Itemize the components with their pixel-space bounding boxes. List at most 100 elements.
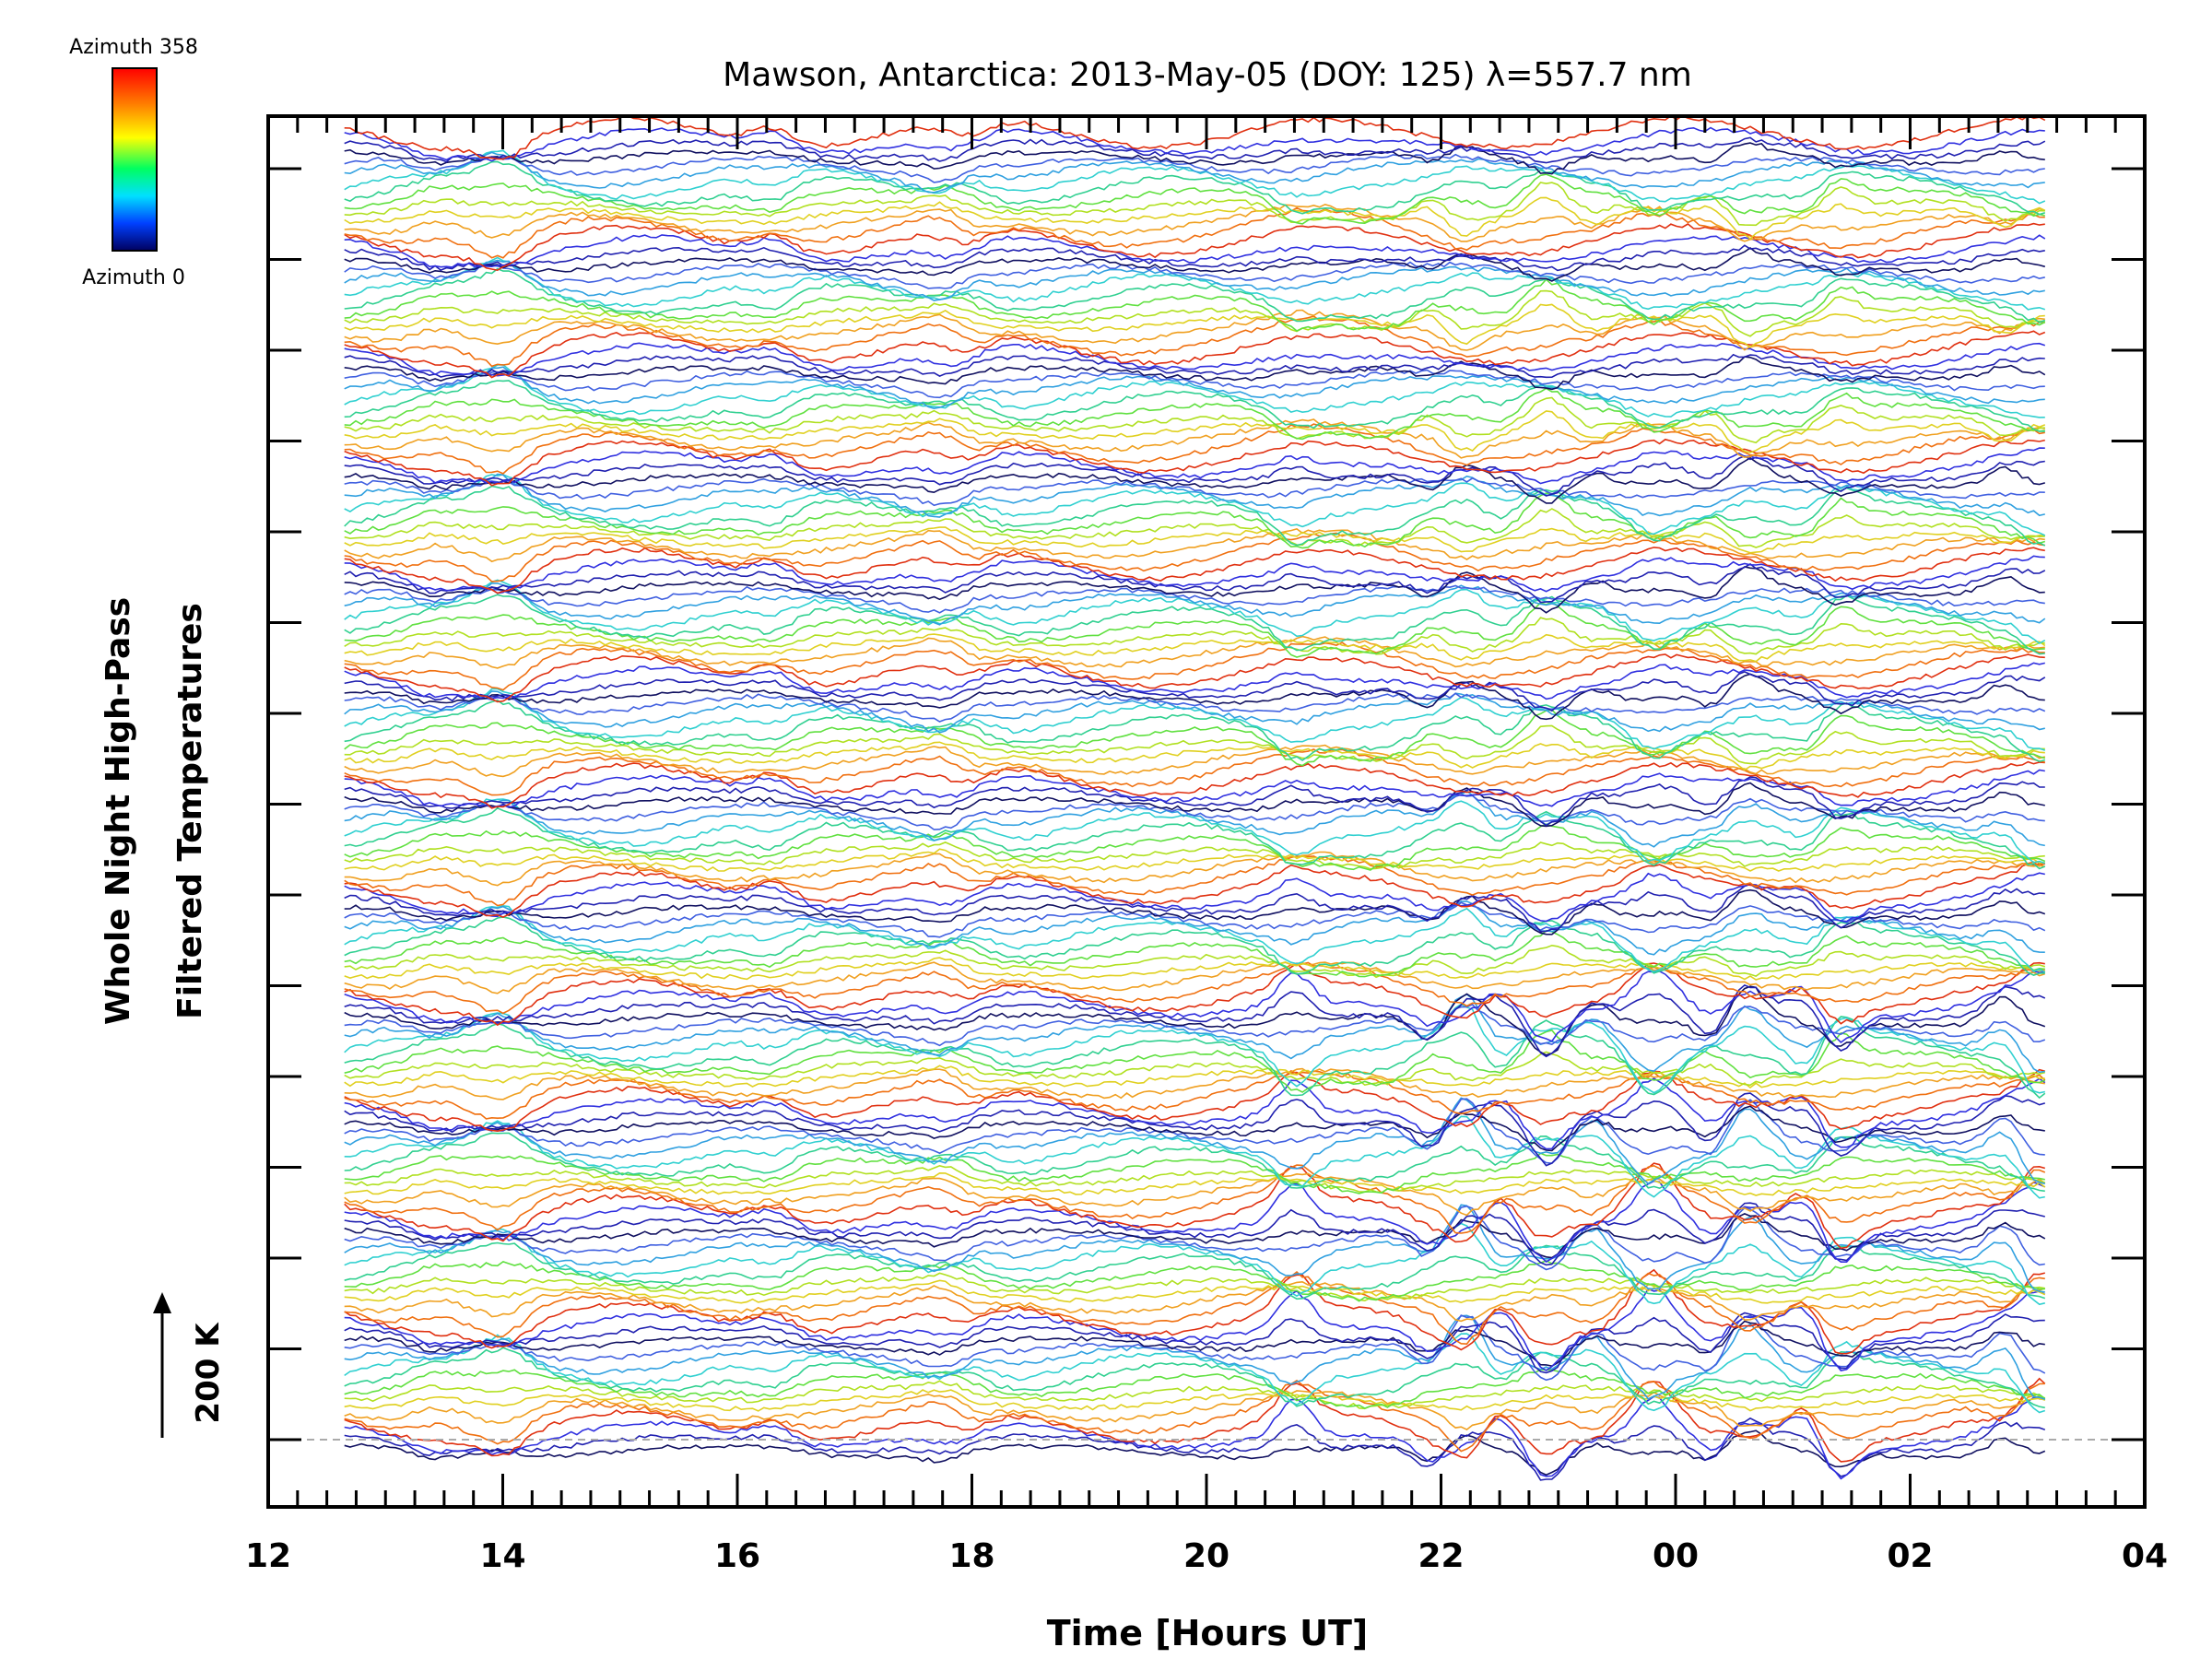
temperature-trace bbox=[344, 1268, 2046, 1355]
temperature-trace bbox=[344, 744, 2046, 778]
temperature-trace bbox=[344, 582, 2046, 626]
temperature-trace bbox=[344, 1077, 2046, 1150]
temperature-trace bbox=[344, 916, 2045, 976]
colorbar-top-label: Azimuth 358 bbox=[69, 36, 198, 59]
colorbar-bottom-label: Azimuth 0 bbox=[82, 266, 185, 289]
temperature-trace bbox=[344, 456, 2046, 504]
temperature-trace bbox=[344, 1202, 2045, 1266]
temperature-trace bbox=[344, 673, 2045, 721]
temperature-trace bbox=[344, 1065, 2045, 1089]
temperature-trace bbox=[344, 1164, 2046, 1194]
temperature-trace bbox=[344, 555, 2045, 594]
temperature-trace bbox=[344, 1132, 2045, 1193]
axis-ticks bbox=[266, 116, 2147, 1507]
temperature-trace bbox=[344, 748, 2045, 796]
temperature-trace bbox=[344, 278, 2046, 332]
scale-indicator: 200 K bbox=[153, 1292, 227, 1438]
temperature-trace bbox=[344, 1312, 2045, 1374]
temperature-trace bbox=[344, 528, 2045, 563]
temperature-trace bbox=[344, 900, 2045, 956]
temperature-trace bbox=[344, 699, 2046, 763]
temperature-trace bbox=[344, 806, 2046, 870]
temperature-trace bbox=[344, 234, 2046, 268]
temperature-trace bbox=[344, 782, 2045, 828]
temperature-trace bbox=[344, 1389, 2045, 1431]
temperature-trace bbox=[344, 961, 2045, 1027]
temperature-trace bbox=[344, 244, 2045, 272]
x-tick-label: 04 bbox=[2122, 1537, 2168, 1575]
temperature-trace bbox=[344, 116, 2046, 160]
temperature-trace bbox=[344, 1172, 2046, 1217]
temperature-trace bbox=[344, 247, 2046, 282]
temperature-trace bbox=[344, 508, 2045, 548]
temperature-trace bbox=[344, 566, 2045, 614]
temperature-trace bbox=[344, 617, 2045, 655]
temperature-trace bbox=[344, 410, 2046, 453]
temperature-trace bbox=[344, 153, 2045, 183]
temperature-trace bbox=[344, 904, 2046, 973]
x-tick-label: 20 bbox=[1183, 1537, 1230, 1575]
temperature-trace bbox=[344, 1279, 2046, 1304]
temperature-trace bbox=[344, 315, 2045, 368]
x-tick-label: 00 bbox=[1653, 1537, 1699, 1575]
scale-label: 200 K bbox=[190, 1322, 227, 1424]
temperature-trace bbox=[344, 1164, 2046, 1234]
temperature-trace bbox=[344, 1417, 2046, 1481]
temperature-trace bbox=[344, 1280, 2046, 1323]
x-tick-label: 18 bbox=[948, 1537, 994, 1575]
temperature-trace bbox=[344, 363, 2045, 418]
temperature-trace bbox=[344, 1213, 2046, 1259]
temperature-trace bbox=[344, 855, 2046, 907]
temperature-trace bbox=[344, 356, 2046, 391]
temperature-trace bbox=[344, 423, 2045, 475]
temperature-trace bbox=[344, 447, 2045, 485]
temperature-trace bbox=[344, 709, 2046, 767]
temperature-trace bbox=[344, 256, 2046, 311]
temperature-trace bbox=[344, 353, 2045, 379]
temperature-trace bbox=[344, 563, 2046, 604]
temperature-trace bbox=[344, 1389, 2046, 1412]
temperature-trace bbox=[344, 760, 2045, 809]
temperature-trace bbox=[344, 798, 2046, 865]
temperature-trace bbox=[344, 547, 2045, 594]
temperature-trace bbox=[344, 1115, 2045, 1199]
temperature-trace bbox=[344, 1430, 2046, 1477]
temperature-trace bbox=[344, 418, 2046, 459]
x-tick-label: 14 bbox=[479, 1537, 525, 1575]
temperature-trace bbox=[344, 1171, 2046, 1196]
chart-title: Mawson, Antarctica: 2013-May-05 (DOY: 12… bbox=[723, 56, 1692, 94]
temperature-trace bbox=[344, 662, 2045, 700]
x-tick-label: 02 bbox=[1887, 1537, 1933, 1575]
temperature-trace bbox=[344, 1241, 2046, 1300]
temperature-trace bbox=[344, 690, 2045, 734]
temperature-trace bbox=[344, 485, 2046, 547]
temperature-trace bbox=[344, 477, 2045, 507]
temperature-trace bbox=[344, 369, 2045, 399]
temperature-trace bbox=[344, 1152, 2045, 1194]
scale-arrow-head bbox=[153, 1292, 171, 1313]
temperature-trace bbox=[344, 688, 2046, 751]
temperature-trace bbox=[344, 1333, 2046, 1414]
temperature-trace bbox=[344, 136, 2046, 164]
temperature-trace bbox=[344, 848, 2045, 872]
temperature-trace bbox=[344, 769, 2045, 809]
temperature-trace bbox=[344, 1314, 2046, 1400]
temperature-trace bbox=[344, 1162, 2046, 1250]
temperature-trace bbox=[344, 173, 2045, 225]
temperature-trace bbox=[344, 961, 2046, 994]
temperature-trace bbox=[344, 901, 2046, 938]
y-axis-label-line1: Whole Night High-Pass bbox=[100, 597, 137, 1025]
temperature-trace bbox=[344, 532, 2045, 582]
temperature-trace bbox=[344, 776, 2045, 827]
x-tick-labels: 12 14 16 18 20 22 00 02 04 bbox=[245, 1537, 2168, 1575]
temperature-trace bbox=[344, 957, 2045, 981]
temperature-trace bbox=[344, 474, 2046, 536]
temperature-trace bbox=[344, 944, 2046, 979]
temperature-trace bbox=[344, 1205, 2045, 1271]
temperature-trace bbox=[344, 601, 2045, 658]
temperature-trace bbox=[344, 823, 2046, 871]
colorbar-gradient-bar bbox=[112, 67, 158, 252]
temperature-trace bbox=[344, 584, 2045, 614]
traces-group bbox=[344, 116, 2046, 1481]
x-tick-label: 12 bbox=[245, 1537, 291, 1575]
